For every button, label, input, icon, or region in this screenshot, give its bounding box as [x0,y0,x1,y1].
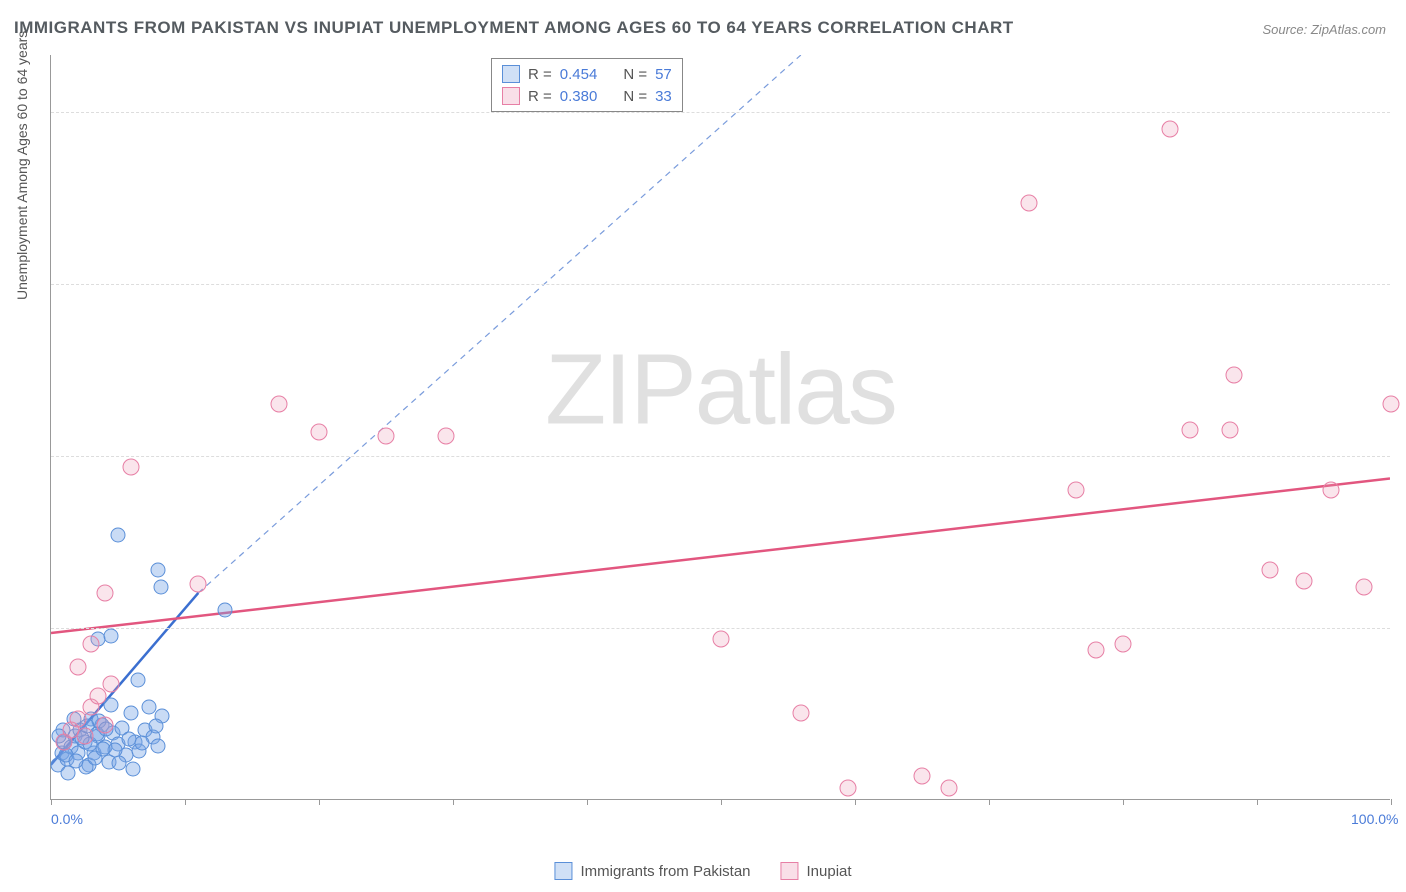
ytick-label: 15.0% [1395,620,1406,636]
xtick-mark [855,799,856,805]
data-point [96,741,111,756]
watermark-zip: ZIP [545,333,695,445]
gridline-h [51,456,1390,457]
data-point [151,562,166,577]
data-point [76,727,93,744]
legend-n-value: 57 [655,66,672,83]
data-point [940,779,957,796]
xtick-mark [989,799,990,805]
data-point [793,705,810,722]
ytick-label: 45.0% [1395,276,1406,292]
data-point [270,395,287,412]
xtick-mark [185,799,186,805]
legend-swatch [554,862,572,880]
legend-row: R = 0.380 N = 33 [502,85,672,107]
data-point [103,676,120,693]
ytick-label: 30.0% [1395,448,1406,464]
data-point [89,687,106,704]
plot-area: ZIPatlas R =0.454N =57R =0.380N =33 15.0… [50,55,1390,800]
data-point [104,698,119,713]
legend-r-value: 0.380 [560,88,598,105]
data-point [131,672,146,687]
xtick-mark [319,799,320,805]
data-point [125,762,140,777]
legend-label: Immigrants from Pakistan [580,863,750,880]
data-point [83,636,100,653]
data-point [914,768,931,785]
data-point [1088,642,1105,659]
legend-swatch [502,87,520,105]
xtick-mark [721,799,722,805]
gridline-h [51,112,1390,113]
data-point [713,630,730,647]
legend-item: Immigrants from Pakistan [554,862,750,880]
data-point [378,427,395,444]
legend-label: Inupiat [807,863,852,880]
data-point [1021,195,1038,212]
data-point [1226,366,1243,383]
series-legend: Immigrants from Pakistan Inupiat [554,862,851,880]
xtick-label: 0.0% [51,811,83,827]
data-point [1262,561,1279,578]
data-point [104,629,119,644]
xtick-mark [453,799,454,805]
xtick-mark [1391,799,1392,805]
watermark: ZIPatlas [545,332,896,447]
data-point [96,716,113,733]
data-point [1161,120,1178,137]
legend-item: Inupiat [781,862,852,880]
xtick-label: 100.0% [1351,811,1398,827]
data-point [1222,421,1239,438]
ytick-label: 60.0% [1395,104,1406,120]
data-point [1356,578,1373,595]
chart-title: IMMIGRANTS FROM PAKISTAN VS INUPIAT UNEM… [14,18,1014,38]
gridline-h [51,628,1390,629]
legend-swatch [502,65,520,83]
yaxis-title: Unemployment Among Ages 60 to 64 years [14,31,30,300]
watermark-atlas: atlas [695,333,896,445]
data-point [141,700,156,715]
data-point [438,427,455,444]
data-point [1383,395,1400,412]
legend-n-label: N = [623,88,647,105]
xtick-mark [587,799,588,805]
source-attribution: Source: ZipAtlas.com [1262,22,1386,37]
xtick-mark [51,799,52,805]
data-point [1068,481,1085,498]
data-point [148,718,163,733]
data-point [153,579,168,594]
legend-n-label: N = [623,66,647,83]
gridline-h [51,284,1390,285]
legend-r-label: R = [528,88,552,105]
data-point [96,584,113,601]
data-point [1295,573,1312,590]
legend-r-label: R = [528,66,552,83]
xtick-mark [1257,799,1258,805]
data-point [111,528,126,543]
legend-n-value: 33 [655,88,672,105]
legend-r-value: 0.454 [560,66,598,83]
xtick-mark [1123,799,1124,805]
data-point [135,735,150,750]
legend-swatch [781,862,799,880]
data-point [218,602,233,617]
data-point [151,739,166,754]
data-point [123,458,140,475]
data-point [69,754,84,769]
data-point [1322,481,1339,498]
data-point [311,424,328,441]
data-point [124,706,139,721]
data-point [190,575,207,592]
data-point [1115,636,1132,653]
data-point [840,779,857,796]
data-point [69,659,86,676]
legend-row: R = 0.454 N = 57 [502,63,672,85]
correlation-legend: R = 0.454 N = 57 R = 0.380 N = 33 [491,58,683,112]
data-point [1182,421,1199,438]
